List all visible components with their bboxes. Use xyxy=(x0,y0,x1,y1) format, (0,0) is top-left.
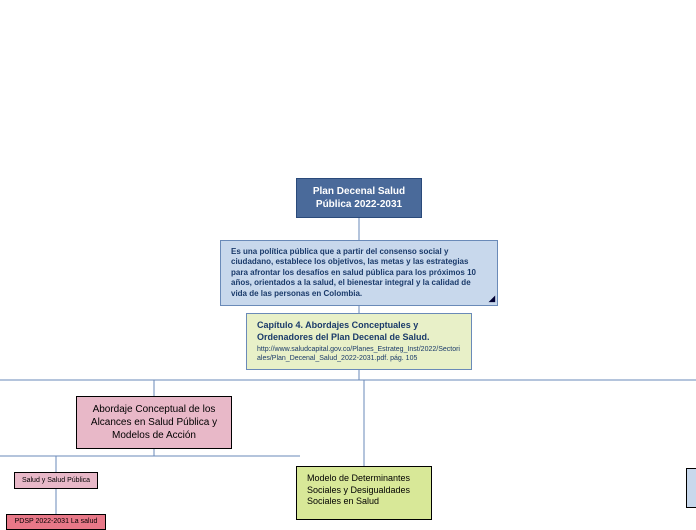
node-abordaje-text: Abordaje Conceptual de los Alcances en S… xyxy=(87,403,221,442)
node-right-partial[interactable] xyxy=(686,468,696,508)
node-chapter4[interactable]: Capítulo 4. Abordajes Conceptuales y Ord… xyxy=(246,313,472,370)
node-description[interactable]: Es una política pública que a partir del… xyxy=(220,240,498,306)
node-root-text: Plan Decenal Salud Pública 2022-2031 xyxy=(307,185,411,211)
node-salud[interactable]: Salud y Salud Pública xyxy=(14,472,98,489)
resize-handle-icon[interactable]: ◢ xyxy=(489,294,495,304)
node-abordaje[interactable]: Abordaje Conceptual de los Alcances en S… xyxy=(76,396,232,449)
node-pdsp-text: PDSP 2022-2031 La salud xyxy=(11,517,101,526)
node-chapter4-url: http://www.saludcapital.gov.co/Planes_Es… xyxy=(257,346,461,363)
node-pdsp[interactable]: PDSP 2022-2031 La salud xyxy=(6,514,106,530)
node-chapter4-title: Capítulo 4. Abordajes Conceptuales y Ord… xyxy=(257,320,461,343)
node-description-text: Es una política pública que a partir del… xyxy=(231,247,487,299)
node-root[interactable]: Plan Decenal Salud Pública 2022-2031 xyxy=(296,178,422,218)
node-modelo-text: Modelo de Determinantes Sociales y Desig… xyxy=(307,473,421,508)
node-modelo[interactable]: Modelo de Determinantes Sociales y Desig… xyxy=(296,466,432,520)
node-salud-text: Salud y Salud Pública xyxy=(21,476,91,485)
